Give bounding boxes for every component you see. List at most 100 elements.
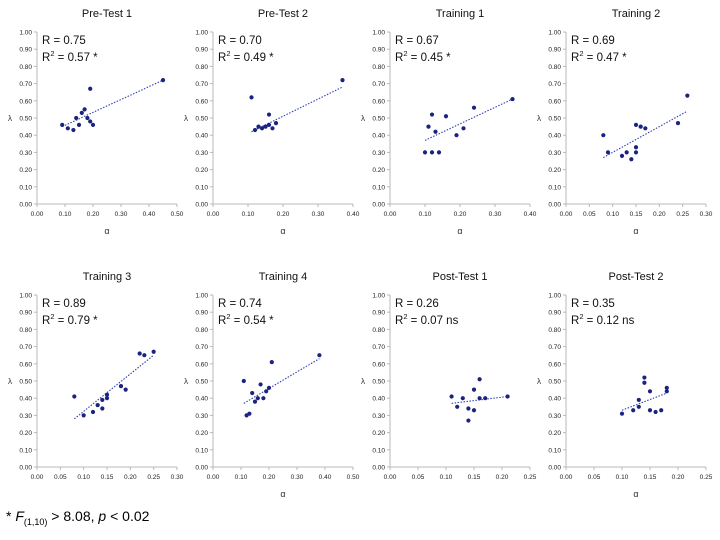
y-tick-label: 0.90 xyxy=(195,47,208,54)
trend-line xyxy=(251,86,343,133)
x-tick-label: 0.20 xyxy=(672,474,685,481)
y-axis-label: λ xyxy=(8,377,12,386)
stat-r2-prefix: R xyxy=(42,315,50,327)
stat-r2-text: R2 = 0.79 * xyxy=(42,312,98,327)
y-tick-label: 0.80 xyxy=(195,64,208,71)
y-tick-label: 0.30 xyxy=(548,150,561,157)
x-tick-label: 0.20 xyxy=(124,474,137,481)
y-tick-label: 0.90 xyxy=(19,310,32,317)
footnote-f-rest: > 8.08, xyxy=(47,508,99,524)
x-tick-label: 0.15 xyxy=(644,474,657,481)
y-tick-label: 1.00 xyxy=(372,293,385,300)
x-tick-label: 0.15 xyxy=(468,474,481,481)
x-tick-label: 0.30 xyxy=(489,211,502,218)
data-point xyxy=(505,394,510,399)
stat-r2-value: = 0.57 * xyxy=(54,52,98,64)
y-tick-label: 0.50 xyxy=(19,116,32,123)
stat-r-text: R = 0.67 xyxy=(395,35,439,47)
stat-r2-text: R2 = 0.45 * xyxy=(395,49,451,64)
y-tick-label: 0.40 xyxy=(372,396,385,403)
trend-line xyxy=(424,98,513,141)
data-point xyxy=(340,78,345,83)
data-point xyxy=(642,380,647,385)
y-tick-label: 0.20 xyxy=(19,167,32,174)
y-tick-label: 0.70 xyxy=(372,81,385,88)
x-tick-label: 0.00 xyxy=(207,211,220,218)
chart-panel-5: Training 3 0.00 0.10 0.20 0.30 0.40 0.50 0.60 0.… xyxy=(8,271,184,481)
y-tick-label: 0.40 xyxy=(548,133,561,140)
y-tick-label: 0.00 xyxy=(19,202,32,209)
y-tick-label: 0.40 xyxy=(195,133,208,140)
x-tick-label: 0.10 xyxy=(606,211,619,218)
stat-r2-superscript: 2 xyxy=(579,312,583,321)
data-point xyxy=(76,122,82,127)
stat-r2-value: = 0.45 * xyxy=(407,52,451,64)
data-point xyxy=(263,124,268,129)
x-tick-label: 0.10 xyxy=(440,474,453,481)
x-tick-label: 0.30 xyxy=(115,211,128,218)
x-axis-label: α xyxy=(457,226,462,236)
y-tick-label: 0.20 xyxy=(372,430,385,437)
data-point xyxy=(647,408,653,413)
data-point xyxy=(477,377,482,382)
data-point xyxy=(88,119,93,124)
y-tick-label: 0.60 xyxy=(19,361,32,368)
x-tick-label: 0.40 xyxy=(143,211,156,218)
chart-title: Pre-Test 2 xyxy=(258,8,308,20)
y-axis-label: λ xyxy=(361,377,365,386)
y-tick-label: 0.70 xyxy=(19,344,32,351)
data-point xyxy=(90,409,96,415)
chart-title: Training 2 xyxy=(612,8,661,20)
stat-r2-superscript: 2 xyxy=(50,49,54,58)
y-tick-label: 0.00 xyxy=(372,465,385,472)
x-tick-label: 0.00 xyxy=(31,211,44,218)
data-point xyxy=(460,396,465,401)
y-axis-label: λ xyxy=(184,377,188,386)
y-tick-label: 0.70 xyxy=(19,81,32,88)
y-tick-label: 0.80 xyxy=(19,327,32,334)
footnote-p-letter: p xyxy=(98,508,107,524)
data-point xyxy=(123,387,128,392)
data-point xyxy=(95,402,100,408)
x-tick-label: 0.40 xyxy=(347,211,360,218)
data-point xyxy=(104,396,110,401)
data-point xyxy=(653,409,658,415)
data-point xyxy=(72,394,77,399)
y-tick-label: 1.00 xyxy=(548,30,561,37)
chart-panel-2: Pre-Test 2 0.00 0.10 0.20 0.30 0.40 0.50 0.60 0.… xyxy=(184,8,360,236)
x-tick-label: 0.30 xyxy=(171,474,184,481)
y-tick-label: 0.50 xyxy=(195,116,208,123)
x-tick-label: 0.30 xyxy=(312,211,325,218)
x-tick-label: 0.10 xyxy=(419,211,432,218)
stat-r2-prefix: R xyxy=(42,52,50,64)
y-axis-label: λ xyxy=(8,114,12,123)
y-tick-label: 0.60 xyxy=(372,98,385,105)
y-tick-label: 0.90 xyxy=(548,310,561,317)
footnote-f-letter: F xyxy=(15,508,24,524)
trend-line xyxy=(243,358,320,404)
stat-r2-value: = 0.54 * xyxy=(230,315,274,327)
y-tick-label: 0.80 xyxy=(19,64,32,71)
y-tick-label: 0.20 xyxy=(195,167,208,174)
data-point xyxy=(461,126,466,131)
data-point xyxy=(636,404,641,409)
data-point xyxy=(160,78,166,83)
chart-panel-3: Training 1 0.00 0.10 0.20 0.30 0.40 0.50 0.60 0.… xyxy=(361,8,537,236)
y-tick-label: 0.60 xyxy=(372,361,385,368)
data-point xyxy=(685,93,690,98)
x-tick-label: 0.00 xyxy=(207,474,220,481)
x-tick-label: 0.25 xyxy=(700,474,713,481)
x-tick-label: 0.05 xyxy=(588,474,601,481)
x-tick-label: 0.05 xyxy=(412,474,425,481)
data-point xyxy=(443,114,449,119)
data-point xyxy=(269,359,274,365)
x-tick-label: 0.25 xyxy=(524,474,537,481)
y-tick-label: 0.10 xyxy=(548,447,561,454)
y-tick-label: 0.10 xyxy=(19,184,32,191)
data-point xyxy=(60,122,65,127)
data-point xyxy=(71,127,76,133)
trend-line xyxy=(621,392,667,411)
stat-r2-prefix: R xyxy=(218,52,226,64)
data-point xyxy=(104,392,110,397)
